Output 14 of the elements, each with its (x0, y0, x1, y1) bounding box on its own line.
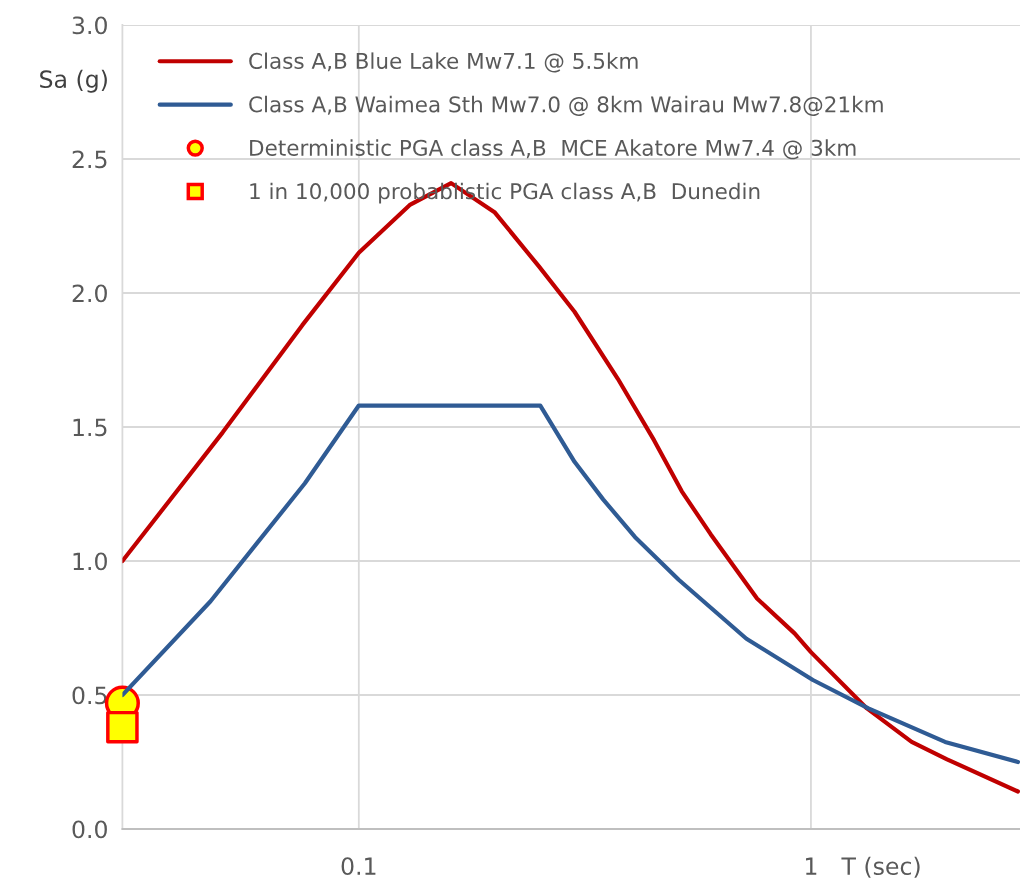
y-tick-label: 2.0 (72, 284, 107, 303)
y-tick-label: 0.0 (72, 820, 107, 839)
legend-label: Deterministic PGA class A,B MCE Akatore Mw7.4 @ 3km (250, 139, 856, 160)
x-tick-label: 1 (806, 857, 817, 875)
legend-label: Class A,B Blue Lake Mw7.1 @ 5.5km (249, 52, 638, 73)
y-tick-label: 0.5 (72, 686, 107, 705)
legend-label: Class A,B Waimea Sth Mw7.0 @ 8km Wairau Mw7.8@21km (249, 95, 883, 116)
y-tick-label: 3.0 (72, 16, 107, 35)
y-tick-label: 2.5 (72, 150, 107, 169)
y-tick-label: 1.0 (73, 552, 107, 571)
x-axis-title: T (sec) (841, 856, 920, 878)
y-axis-title: Sa (g) (40, 69, 107, 93)
x-tick-label: 0.1 (341, 857, 376, 876)
y-tick-label: 1.5 (73, 418, 107, 437)
